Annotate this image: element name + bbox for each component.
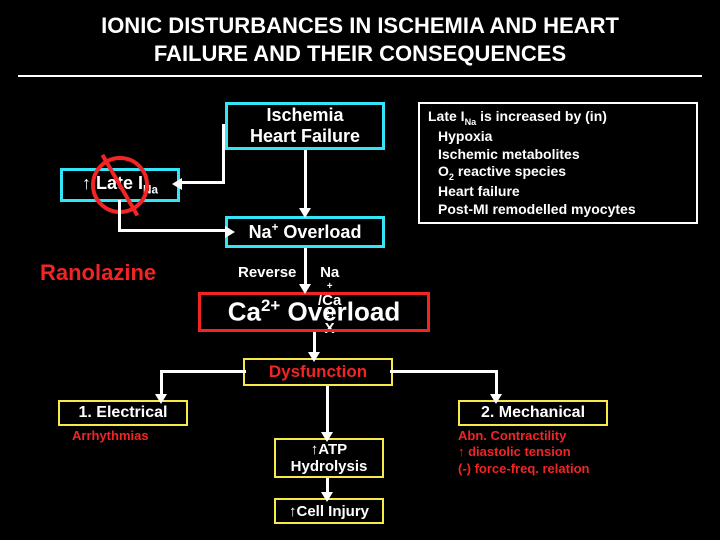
title-underline xyxy=(18,75,702,77)
arrow-segment xyxy=(326,386,329,434)
node-electrical: 1. Electrical xyxy=(58,400,188,426)
arrow-head-icon xyxy=(321,492,333,502)
node-mechanical-text: 2. Mechanical xyxy=(481,404,585,422)
arrow-segment xyxy=(160,370,163,396)
arrow-segment xyxy=(160,370,246,373)
info-box-title: Late INa is increased by (in) xyxy=(428,108,688,128)
node-ischemia-l2: Heart Failure xyxy=(250,126,360,147)
info-box-list: HypoxiaIschemic metabolitesO2 reactive s… xyxy=(428,128,688,218)
node-na-overload: Na+ Overload xyxy=(225,216,385,248)
node-dysfunction-text: Dysfunction xyxy=(269,362,367,382)
arrow-head-icon xyxy=(299,284,311,294)
title-line1: IONIC DISTURBANCES IN ISCHEMIA AND HEART xyxy=(20,12,700,40)
node-mechanical: 2. Mechanical xyxy=(458,400,608,426)
info-box-late-ina-causes: Late INa is increased by (in) HypoxiaIsc… xyxy=(418,102,698,224)
info-box-item: Hypoxia xyxy=(438,128,688,146)
mechanical-consequence-item: (-) force-freq. relation xyxy=(458,461,589,477)
arrow-head-icon xyxy=(225,226,235,238)
arrow-head-icon xyxy=(172,178,182,190)
arrow-head-icon xyxy=(155,394,167,404)
node-na-overload-text: Na+ Overload xyxy=(249,221,362,243)
node-ca-overload: Ca2+ Overload xyxy=(198,292,430,332)
node-atp-l2: Hydrolysis xyxy=(291,458,368,475)
arrow-head-icon xyxy=(299,208,311,218)
node-dysfunction: Dysfunction xyxy=(243,358,393,386)
arrow-segment xyxy=(495,370,498,396)
info-box-item: Post-MI remodelled myocytes xyxy=(438,201,688,219)
node-ischemia-l1: Ischemia xyxy=(266,105,343,126)
mechanical-consequence-item: Abn. Contractility xyxy=(458,428,589,444)
title-line2: FAILURE AND THEIR CONSEQUENCES xyxy=(20,40,700,68)
node-cell-injury-text: ↑Cell Injury xyxy=(289,503,369,520)
info-box-item: Heart failure xyxy=(438,183,688,201)
list-mechanical-consequences: Abn. Contractility↑ diastolic tension(-)… xyxy=(458,428,589,477)
arrow-segment xyxy=(304,248,307,286)
info-box-item: Ischemic metabolites xyxy=(438,146,688,164)
node-ischemia-heart-failure: Ischemia Heart Failure xyxy=(225,102,385,150)
node-atp-l1: ↑ATP xyxy=(311,441,347,458)
label-reverse: Reverse xyxy=(238,264,296,281)
node-ca-overload-text: Ca2+ Overload xyxy=(228,296,400,328)
node-electrical-text: 1. Electrical xyxy=(79,404,168,422)
arrow-segment xyxy=(313,332,316,354)
arrow-head-icon xyxy=(490,394,502,404)
arrow-segment xyxy=(180,181,225,184)
arrow-head-icon xyxy=(308,352,320,362)
info-box-item: O2 reactive species xyxy=(438,163,688,183)
arrow-segment xyxy=(304,150,307,210)
arrow-segment xyxy=(118,229,228,232)
mechanical-consequence-item: ↑ diastolic tension xyxy=(458,444,589,460)
label-arrhythmias: Arrhythmias xyxy=(72,428,149,443)
label-ranolazine: Ranolazine xyxy=(40,260,156,286)
arrow-head-icon xyxy=(321,432,333,442)
node-atp-hydrolysis: ↑ATP Hydrolysis xyxy=(274,438,384,478)
arrow-segment xyxy=(390,370,498,373)
page-title: IONIC DISTURBANCES IN ISCHEMIA AND HEART… xyxy=(0,0,720,71)
arrow-segment xyxy=(118,200,121,232)
arrow-segment xyxy=(222,124,225,184)
